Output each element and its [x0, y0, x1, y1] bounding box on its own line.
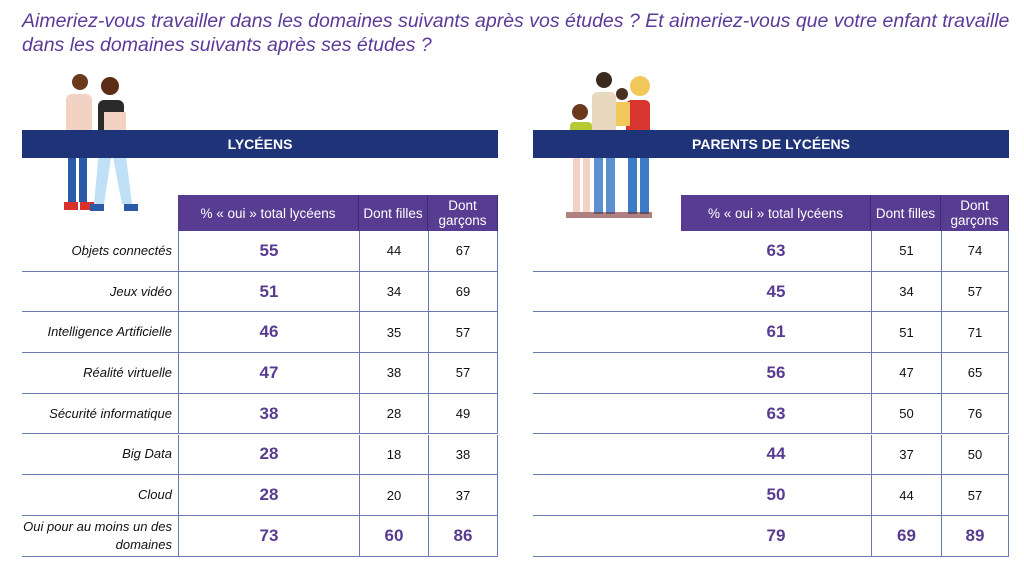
total-value: 51	[178, 271, 359, 312]
garcons-value: 67	[428, 231, 498, 271]
filles-value: 34	[871, 271, 941, 312]
garcons-value: 49	[428, 393, 498, 434]
total-value: 73	[178, 515, 359, 556]
total-value: 28	[178, 475, 359, 515]
garcons-value: 57	[941, 475, 1009, 515]
right-col-garcons: Dont garçons	[941, 195, 1009, 231]
garcons-value: 89	[941, 515, 1009, 556]
table-row: Cloud 28 20 37	[22, 475, 498, 516]
total-value: 45	[766, 281, 786, 301]
garcons-value: 76	[941, 393, 1009, 434]
garcons-value: 38	[428, 434, 498, 475]
total-value: 61	[766, 322, 786, 342]
row-label: Objets connectés	[71, 242, 172, 258]
filles-value: 28	[359, 393, 428, 434]
page-title: Aimeriez-vous travailler dans les domain…	[22, 10, 1010, 56]
garcons-value: 65	[941, 353, 1009, 393]
row-label: Big Data	[122, 446, 172, 462]
row-label: Réalité virtuelle	[83, 364, 172, 380]
filles-value: 44	[359, 231, 428, 271]
left-col-garcons: Dont garçons	[428, 195, 498, 231]
parents-heading: PARENTS DE LYCÉENS	[533, 130, 1009, 158]
table-row: Sécurité informatique 38 28 49	[22, 393, 498, 435]
filles-value: 69	[871, 515, 941, 556]
table-row: Intelligence Artificielle 46 35 57	[22, 312, 498, 354]
filles-value: 60	[359, 515, 428, 556]
total-value: 79	[766, 525, 786, 545]
right-col-filles: Dont filles	[871, 195, 941, 231]
garcons-value: 69	[428, 271, 498, 312]
table-row: Réalité virtuelle 47 38 57	[22, 353, 498, 394]
lyceens-heading: LYCÉENS	[22, 130, 498, 158]
table-row: 79 69 89	[533, 515, 1009, 557]
filles-value: 51	[871, 312, 941, 353]
row-label: Jeux vidéo	[109, 283, 172, 299]
total-value: 63	[766, 240, 786, 260]
table-row: 50 44 57	[533, 475, 1009, 516]
total-value: 44	[766, 444, 786, 464]
table-row: 44 37 50	[533, 434, 1009, 476]
table-row: Objets connectés 55 44 67	[22, 231, 498, 272]
garcons-value: 71	[941, 312, 1009, 353]
table-row: 63 51 74	[533, 231, 1009, 272]
row-label: Intelligence Artificielle	[47, 324, 172, 340]
table-row: Jeux vidéo 51 34 69	[22, 271, 498, 313]
filles-value: 44	[871, 475, 941, 515]
filles-value: 38	[359, 353, 428, 393]
garcons-value: 57	[428, 312, 498, 353]
table-row: 63 50 76	[533, 393, 1009, 435]
total-value: 46	[178, 312, 359, 353]
row-label: Oui pour au moins un des domaines	[23, 518, 172, 552]
garcons-value: 86	[428, 515, 498, 556]
right-col-total: % « oui » total lycéens	[681, 195, 871, 231]
filles-value: 18	[359, 434, 428, 475]
filles-value: 34	[359, 271, 428, 312]
table-row: Oui pour au moins un des domaines 73 60 …	[22, 515, 498, 557]
left-col-filles: Dont filles	[359, 195, 428, 231]
total-value: 56	[766, 362, 786, 382]
table-row: 45 34 57	[533, 271, 1009, 313]
garcons-value: 57	[941, 271, 1009, 312]
filles-value: 35	[359, 312, 428, 353]
garcons-value: 57	[428, 353, 498, 393]
garcons-value: 74	[941, 231, 1009, 271]
total-value: 28	[178, 434, 359, 475]
row-label: Sécurité informatique	[49, 405, 172, 421]
table-row: Big Data 28 18 38	[22, 434, 498, 476]
total-value: 50	[766, 485, 786, 505]
row-label: Cloud	[138, 487, 172, 503]
table-row: 61 51 71	[533, 312, 1009, 354]
total-value: 55	[178, 231, 359, 271]
total-value: 47	[178, 353, 359, 393]
filles-value: 51	[871, 231, 941, 271]
filles-value: 37	[871, 434, 941, 475]
garcons-value: 37	[428, 475, 498, 515]
total-value: 38	[178, 393, 359, 434]
garcons-value: 50	[941, 434, 1009, 475]
table-row: 56 47 65	[533, 353, 1009, 394]
filles-value: 47	[871, 353, 941, 393]
filles-value: 50	[871, 393, 941, 434]
left-col-total: % « oui » total lycéens	[178, 195, 359, 231]
total-value: 63	[766, 403, 786, 423]
filles-value: 20	[359, 475, 428, 515]
